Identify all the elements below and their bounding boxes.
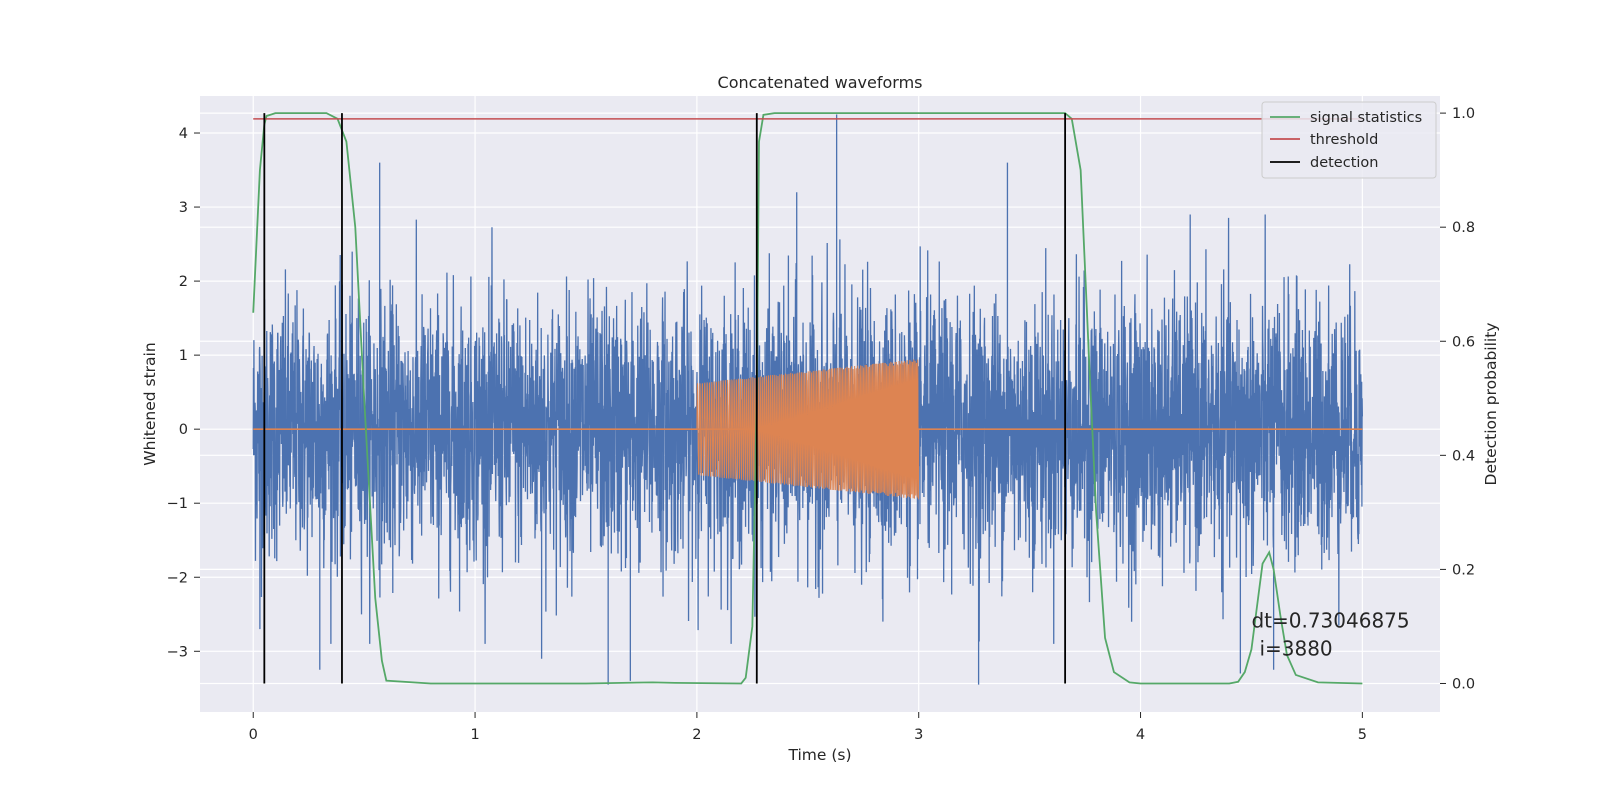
right-y-tick-label: 1.0 [1452, 106, 1475, 122]
left-y-tick-label: 4 [179, 126, 188, 142]
x-tick-label: 1 [470, 727, 479, 743]
left-y-axis-label: Whitened strain [141, 342, 159, 465]
legend: signal statistics threshold detection [1261, 101, 1437, 179]
x-axis: 0 1 2 3 4 5 [249, 712, 1367, 743]
x-axis-label: Time (s) [787, 746, 851, 764]
x-tick-label: 0 [249, 727, 258, 743]
annotation: dt=0.73046875 i=3880 [1251, 608, 1409, 660]
x-tick-label: 2 [692, 727, 701, 743]
x-tick-label: 4 [1136, 727, 1145, 743]
chart-title: Concatenated waveforms [718, 73, 923, 92]
injected-waveform-series [696, 359, 920, 500]
left-y-tick-label: −3 [167, 644, 188, 660]
right-y-tick-label: 0.6 [1452, 334, 1475, 350]
left-y-tick-label: 1 [179, 348, 188, 364]
x-tick-label: 5 [1358, 727, 1367, 743]
left-y-tick-label: 0 [179, 422, 188, 438]
annotation-line-i: i=3880 [1259, 636, 1332, 660]
legend-label-signal-statistics: signal statistics [1310, 110, 1422, 126]
plot-content [252, 112, 1364, 685]
right-y-tick-label: 0.8 [1452, 220, 1475, 236]
left-y-axis: −3 −2 −1 0 1 2 3 4 [167, 126, 200, 660]
right-y-tick-label: 0.4 [1452, 448, 1475, 464]
signal-statistics-series [252, 112, 1363, 685]
right-y-tick-label: 0.0 [1452, 676, 1475, 692]
left-y-tick-label: −1 [167, 496, 188, 512]
right-y-axis: 0.0 0.2 0.4 0.6 0.8 1.0 [1440, 106, 1475, 692]
legend-label-threshold: threshold [1310, 132, 1378, 148]
right-y-axis-label: Detection probability [1482, 323, 1500, 486]
noise-series [252, 114, 1364, 685]
detection-series [263, 113, 1067, 684]
left-y-tick-label: 2 [179, 274, 188, 290]
right-y-tick-label: 0.2 [1452, 562, 1475, 578]
left-y-tick-label: 3 [179, 200, 188, 216]
left-y-tick-label: −2 [167, 570, 188, 586]
annotation-line-dt: dt=0.73046875 [1251, 608, 1409, 632]
legend-label-detection: detection [1310, 155, 1378, 171]
x-tick-label: 3 [914, 727, 923, 743]
legend-box [1261, 101, 1437, 179]
